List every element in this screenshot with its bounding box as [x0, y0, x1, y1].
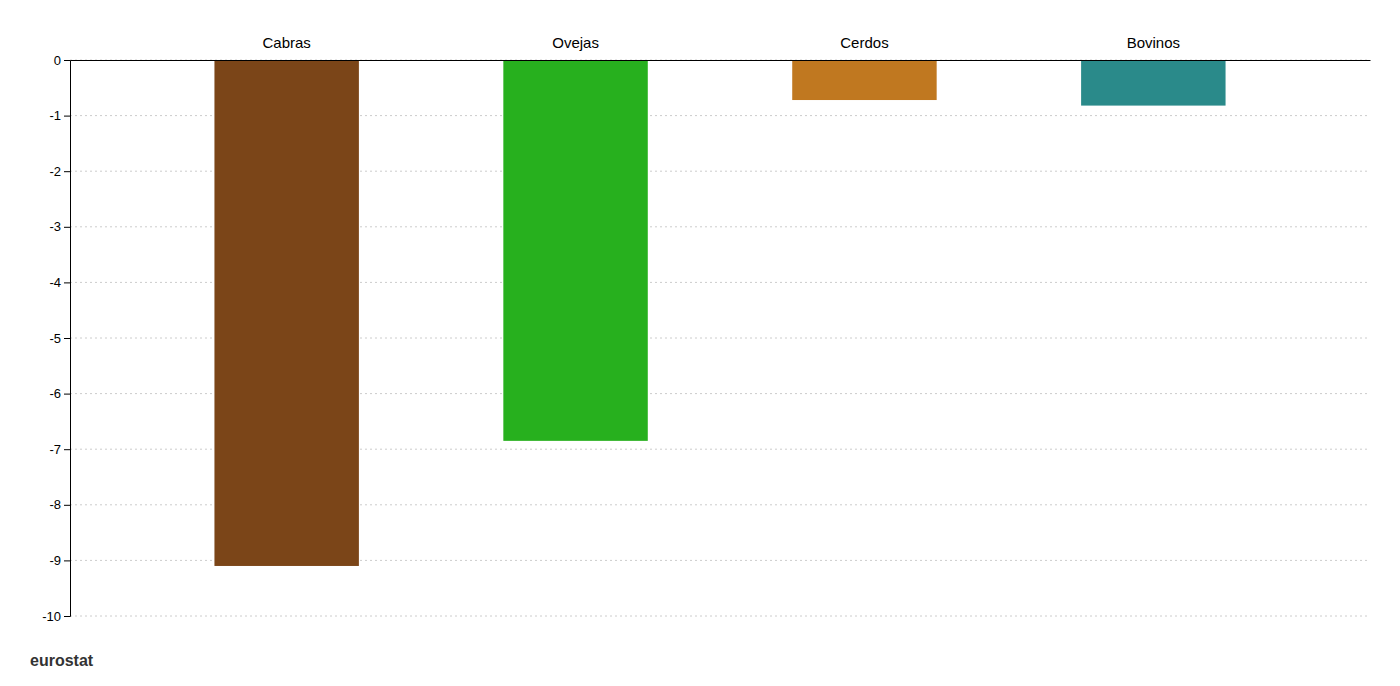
plot: 0 -1 -2 -3 -4 -5 -6 -7 -8 -9 -10 Cabras Ovejas Cerdos…: [42, 34, 1370, 624]
y-tick-label: -9: [49, 553, 61, 568]
bar: [503, 60, 647, 441]
y-tick: -6: [49, 386, 70, 401]
y-tick: -9: [49, 553, 70, 568]
y-tick-label: -7: [49, 442, 61, 457]
y-tick: -7: [49, 442, 70, 457]
y-tick-label: -2: [49, 164, 61, 179]
chart: 0 -1 -2 -3 -4 -5 -6 -7 -8 -9 -10 Cabras Ovejas Cerdos…: [0, 0, 1400, 686]
y-tick-mark: [64, 616, 70, 617]
x-tick-label: Ovejas: [552, 34, 599, 51]
y-tick-mark: [64, 394, 70, 395]
y-tick-label: -6: [49, 386, 61, 401]
grid-line: [70, 60, 1370, 61]
x-tick-label: Cabras: [262, 34, 310, 51]
x-axis: Cabras Ovejas Cerdos Bovinos: [71, 34, 1371, 61]
y-axis-line: [64, 61, 71, 617]
grid: [70, 60, 1370, 616]
bars: [214, 60, 1225, 566]
y-tick-label: -1: [49, 108, 61, 123]
y-tick: 0: [54, 53, 70, 68]
bar: [214, 60, 358, 566]
y-axis: 0 -1 -2 -3 -4 -5 -6 -7 -8 -9 -10: [42, 53, 70, 624]
y-tick-mark: [64, 560, 70, 561]
y-tick-mark: [64, 338, 70, 339]
y-tick-mark: [64, 116, 70, 117]
y-tick: -10: [42, 609, 70, 624]
x-tick: Bovinos: [1127, 34, 1180, 51]
y-tick: -8: [49, 497, 70, 512]
bar: [792, 60, 936, 100]
y-tick-label: 0: [54, 53, 61, 68]
y-tick-mark: [64, 449, 70, 450]
bar: [1081, 60, 1225, 106]
y-tick-label: -4: [49, 275, 61, 290]
y-tick-mark: [64, 282, 70, 283]
grid-line: [70, 616, 1370, 617]
y-tick-label: -8: [49, 497, 61, 512]
y-tick: -1: [49, 108, 70, 123]
y-tick-mark: [64, 60, 70, 61]
y-tick-mark: [64, 171, 70, 172]
y-tick: -3: [49, 219, 70, 234]
x-tick-label: Bovinos: [1127, 34, 1180, 51]
y-tick-mark: [64, 505, 70, 506]
y-tick: -4: [49, 275, 70, 290]
x-tick: Cabras: [262, 34, 310, 51]
x-tick: Ovejas: [552, 34, 599, 51]
y-tick-label: -5: [49, 331, 61, 346]
y-tick-mark: [64, 227, 70, 228]
y-tick: -5: [49, 331, 70, 346]
y-tick: -2: [49, 164, 70, 179]
x-tick-label: Cerdos: [840, 34, 888, 51]
y-tick-label: -10: [42, 609, 61, 624]
annotation: eurostat: [30, 652, 94, 669]
y-tick-label: -3: [49, 219, 61, 234]
x-axis-line: [71, 60, 1371, 61]
x-tick: Cerdos: [840, 34, 888, 51]
